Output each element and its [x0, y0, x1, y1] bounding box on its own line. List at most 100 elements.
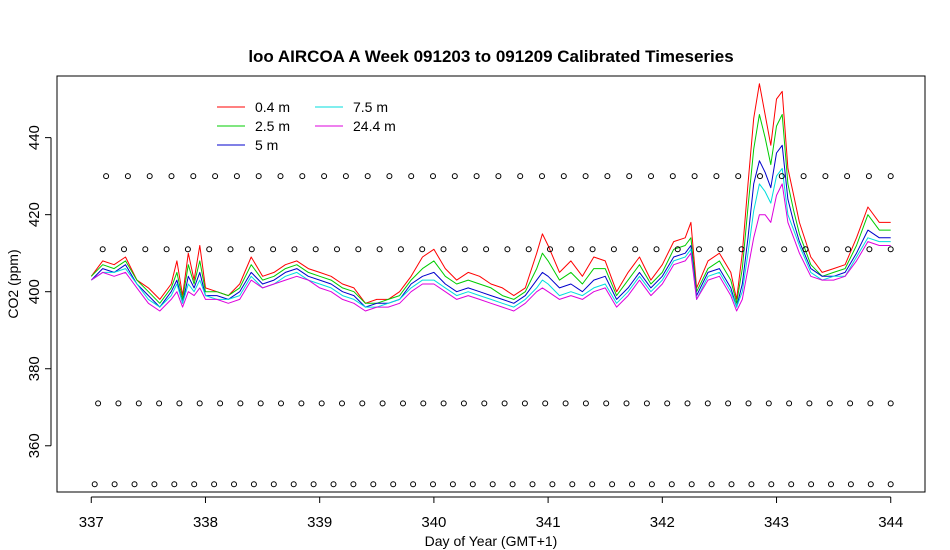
marker-point: [696, 246, 702, 253]
marker-point: [376, 246, 383, 253]
marker-point: [664, 400, 671, 407]
legend-label: 24.4 m: [353, 118, 396, 134]
marker-point: [99, 246, 106, 253]
marker-point: [568, 246, 575, 253]
marker-point: [802, 246, 809, 253]
marker-point: [569, 481, 576, 488]
marker-point: [168, 173, 175, 180]
marker-point: [725, 400, 732, 407]
marker-point: [589, 481, 596, 488]
marker-point: [290, 481, 297, 488]
marker-point: [632, 246, 639, 253]
marker-point: [517, 173, 524, 180]
marker-point: [390, 481, 397, 488]
legend-label: 2.5 m: [255, 118, 290, 134]
marker-point: [318, 400, 325, 407]
marker-layer: [91, 173, 894, 488]
marker-point: [788, 481, 795, 488]
marker-point: [196, 400, 203, 407]
marker-point: [745, 400, 752, 407]
marker-point: [648, 481, 655, 488]
marker-point: [648, 173, 654, 180]
marker-point: [255, 173, 262, 180]
y-tick-label: 440: [26, 125, 43, 150]
marker-point: [529, 481, 536, 488]
marker-point: [364, 173, 371, 180]
series-line-4: [91, 183, 891, 312]
marker-point: [440, 400, 447, 407]
marker-point: [539, 173, 545, 180]
marker-point: [629, 481, 635, 488]
marker-point: [379, 400, 386, 407]
marker-point: [806, 400, 813, 407]
legend: 0.4 m 2.5 m 5 m 7.5 m 24.4 m: [217, 99, 396, 153]
marker-point: [142, 246, 149, 253]
marker-point: [163, 246, 170, 253]
marker-point: [603, 400, 610, 407]
marker-point: [674, 246, 681, 253]
marker-point: [708, 481, 715, 488]
marker-point: [483, 246, 490, 253]
marker-point: [91, 481, 98, 488]
marker-point: [525, 246, 532, 253]
marker-point: [211, 481, 218, 488]
marker-point: [176, 400, 183, 407]
x-tick-label: 339: [307, 514, 332, 531]
marker-point: [397, 246, 404, 253]
marker-point: [778, 173, 785, 180]
marker-point: [217, 400, 224, 407]
marker-point: [717, 246, 724, 253]
marker-point: [124, 173, 131, 180]
marker-point: [146, 173, 153, 180]
x-axis-label: Day of Year (GMT+1): [425, 533, 558, 549]
marker-point: [562, 400, 569, 407]
marker-point: [549, 481, 556, 488]
marker-point: [887, 173, 894, 180]
x-tick-label: 340: [421, 514, 446, 531]
marker-point: [713, 173, 720, 180]
marker-point: [342, 173, 349, 180]
marker-point: [704, 400, 711, 407]
marker-point: [582, 400, 589, 407]
x-tick-label: 344: [878, 514, 903, 531]
marker-point: [547, 246, 553, 253]
marker-point: [684, 400, 691, 407]
marker-point: [171, 481, 178, 488]
series-layer: [90, 83, 891, 312]
marker-point: [460, 400, 467, 407]
marker-point: [115, 400, 122, 407]
marker-point: [227, 246, 234, 253]
marker-point: [95, 400, 102, 407]
x-tick-label: 341: [536, 514, 561, 531]
marker-point: [312, 246, 319, 253]
marker-point: [845, 246, 852, 253]
marker-point: [808, 481, 815, 488]
marker-point: [610, 246, 617, 253]
marker-point: [800, 173, 807, 180]
marker-point: [451, 173, 458, 180]
marker-point: [653, 246, 660, 253]
x-tick-label: 337: [79, 514, 104, 531]
marker-point: [257, 400, 264, 407]
marker-point: [560, 173, 567, 180]
y-tick-label: 380: [26, 356, 43, 381]
marker-point: [623, 400, 630, 407]
marker-point: [604, 173, 611, 180]
marker-point: [206, 246, 213, 253]
marker-point: [748, 481, 755, 488]
marker-point: [738, 246, 745, 253]
x-axis: 337 338 339 340 341 342 343 344: [79, 496, 903, 531]
marker-point: [867, 481, 874, 488]
marker-point: [370, 481, 377, 488]
y-tick-label: 360: [26, 433, 43, 458]
marker-point: [350, 481, 357, 488]
marker-point: [866, 246, 873, 253]
y-tick-label: 420: [26, 202, 43, 227]
marker-point: [408, 173, 415, 180]
series-line-2: [90, 144, 891, 308]
marker-point: [111, 481, 118, 488]
marker-point: [212, 173, 219, 180]
marker-point: [887, 481, 894, 488]
marker-point: [151, 481, 158, 488]
